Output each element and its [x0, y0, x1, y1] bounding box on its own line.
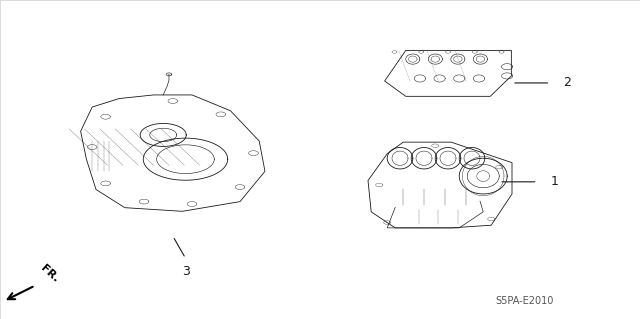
Text: 1: 1 [550, 175, 558, 188]
Text: S5PA-E2010: S5PA-E2010 [495, 296, 554, 306]
Text: 3: 3 [182, 265, 189, 278]
Text: FR.: FR. [38, 263, 60, 284]
Text: 2: 2 [563, 77, 571, 89]
